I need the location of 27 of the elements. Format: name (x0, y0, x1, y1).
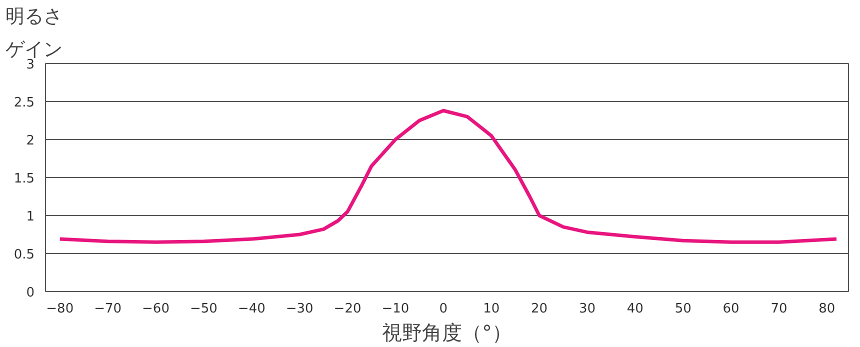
x-axis-title: 視野角度（°） (382, 320, 512, 344)
y-tick-label: 0 (26, 286, 35, 300)
y-tick-label: 1.5 (14, 172, 35, 186)
x-tick-label: 60 (722, 302, 740, 316)
y-axis-title: 明るさゲイン (6, 6, 62, 60)
x-tick-label: −10 (382, 302, 410, 316)
y-tick-label: 3 (26, 58, 35, 72)
x-tick-label: 40 (626, 302, 644, 316)
x-tick-label: −20 (334, 302, 362, 316)
x-tick-label: 50 (674, 302, 692, 316)
y-tick-label: 1 (26, 210, 35, 224)
x-tick-label: −50 (190, 302, 218, 316)
x-tick-label: 30 (578, 302, 596, 316)
x-tick-label: 10 (483, 302, 500, 316)
x-tick-label: 80 (818, 302, 836, 316)
x-tick-label: 70 (770, 302, 788, 316)
x-tick-label: 0 (439, 302, 448, 316)
y-tick-label: 2 (26, 134, 35, 148)
x-tick-label: −60 (142, 302, 170, 316)
x-tick-label: −40 (238, 302, 266, 316)
line-series (58, 108, 838, 244)
x-tick-label: −80 (46, 302, 74, 316)
x-tick-label: −70 (94, 302, 122, 316)
x-tick-label: −30 (286, 302, 314, 316)
y-tick-label: 2.5 (14, 96, 35, 110)
x-tick-label: 20 (531, 302, 548, 316)
y-tick-label: 0.5 (14, 248, 35, 262)
